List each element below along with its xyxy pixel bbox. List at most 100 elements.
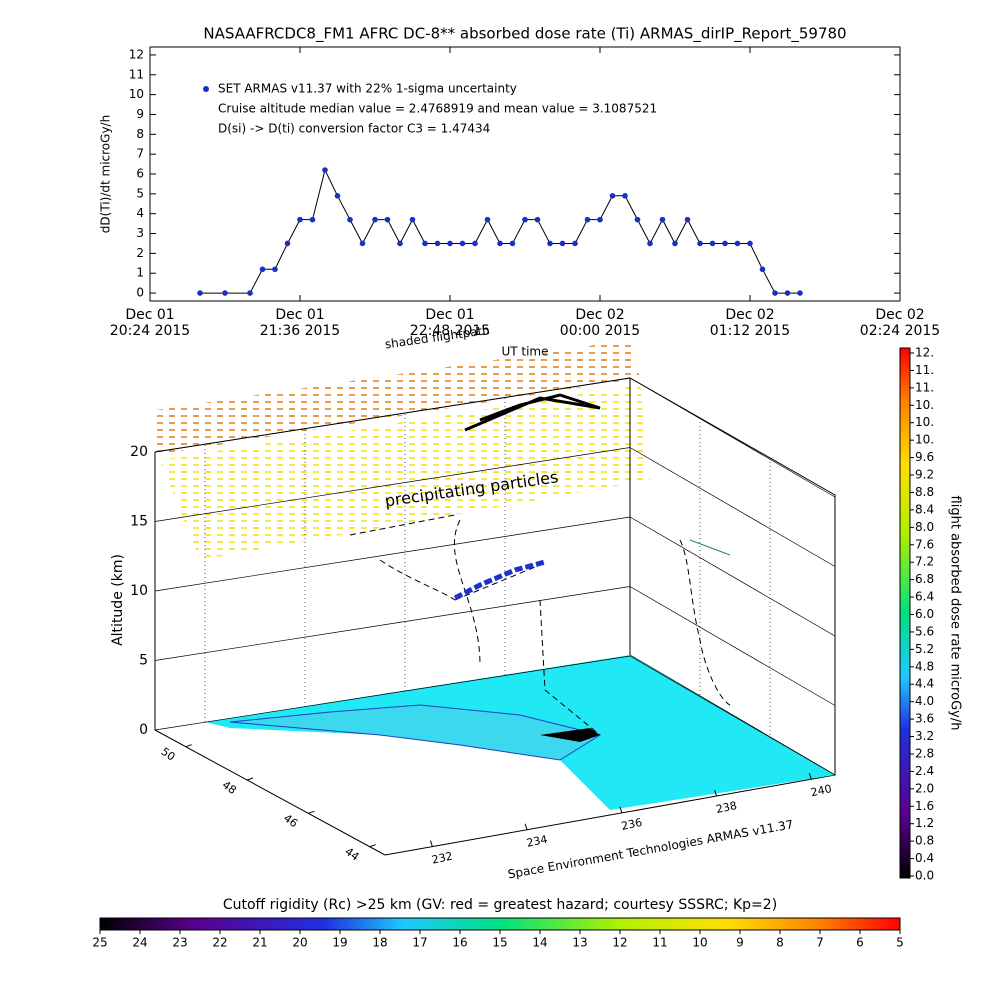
lat-tick <box>308 810 315 814</box>
colorbar-tick-label: 23 <box>172 936 187 950</box>
dose-colorbar-label: flight absorbed dose rate microGy/h <box>948 496 963 731</box>
z-grid <box>629 377 836 498</box>
y-tick-label: 8 <box>136 127 144 141</box>
annotation: D(si) -> D(ti) conversion factor C3 = 1.… <box>218 122 490 136</box>
data-point <box>647 240 653 247</box>
data-point <box>409 216 416 223</box>
data-point <box>472 240 478 247</box>
z-grid <box>629 655 836 776</box>
lat-tick-label: 46 <box>281 812 300 831</box>
y-tick-label: 6 <box>136 167 144 181</box>
colorbar-tick-label: 8.4 <box>915 502 934 516</box>
data-point <box>247 290 253 296</box>
y-tick-label: 11 <box>129 67 144 81</box>
annotation: Cruise altitude median value = 2.4768919… <box>218 102 657 116</box>
data-point <box>372 216 378 223</box>
colorbar-tick-label: 6.8 <box>915 572 934 586</box>
flightpath-side <box>679 539 731 706</box>
z-grid <box>154 655 631 731</box>
data-point <box>284 240 291 247</box>
y-axis-label: dD(Ti)/dt microGy/h <box>99 115 113 233</box>
data-point <box>709 240 716 247</box>
z-grid <box>154 377 631 453</box>
z-grid <box>154 516 631 592</box>
colorbar-tick-label: 24 <box>132 936 147 950</box>
data-point <box>772 290 778 296</box>
colorbar-tick-label: 5 <box>896 936 904 950</box>
chart-title: NASAAFRCDC8_FM1 AFRC DC-8** absorbed dos… <box>203 25 846 44</box>
colorbar-tick-label: 16 <box>452 936 467 950</box>
particles-low <box>160 385 650 560</box>
data-point <box>397 240 403 247</box>
scene-3d <box>154 340 836 856</box>
z-grid <box>154 586 631 661</box>
x-tick-label: Dec 02 01:12 2015 <box>710 307 790 339</box>
y-tick-label: 3 <box>136 226 144 240</box>
z-grid <box>629 447 836 567</box>
colorbar-tick-label: 12 <box>612 936 627 950</box>
z-grid <box>629 516 836 637</box>
x-tick-label: Dec 02 00:00 2015 <box>560 307 640 339</box>
colorbar-tick-label: 10. <box>915 398 934 412</box>
colorbar-tick-label: 0.0 <box>915 869 934 883</box>
data-point <box>672 240 678 247</box>
lon-tick-label: 236 <box>620 816 643 833</box>
lat-tick <box>185 744 192 748</box>
lon-tick <box>524 823 528 830</box>
z-tick-label: 0 <box>139 722 148 738</box>
data-point <box>322 167 328 173</box>
z-tick-label: 20 <box>130 444 148 460</box>
colorbar-tick-label: 8 <box>776 936 784 950</box>
z-tick-label: 5 <box>139 653 148 669</box>
data-point <box>634 216 641 223</box>
data-point <box>697 240 703 247</box>
y-tick-label: 12 <box>129 47 144 61</box>
colorbar-tick-label: 1.6 <box>915 799 934 813</box>
z-tick-label: 10 <box>130 583 148 599</box>
data-point <box>297 216 303 223</box>
rigidity-colorbar-label: Cutoff rigidity (Rc) >25 km (GV: red = g… <box>223 897 777 913</box>
z-grid <box>629 586 836 706</box>
data-point <box>447 240 453 247</box>
colorbar-tick-label: 4.4 <box>915 677 934 691</box>
data-point <box>759 266 766 273</box>
particles-high <box>155 340 640 455</box>
colorbar-tick-label: 9 <box>736 936 744 950</box>
vertical-grid <box>204 398 771 735</box>
lat-tick <box>246 777 254 781</box>
data-point <box>509 240 516 247</box>
colorbar-tick-label: 6.4 <box>915 590 934 604</box>
colorbar-tick-label: 20 <box>292 936 307 950</box>
lat-tick-label: 48 <box>220 778 239 797</box>
colorbar-tick-label: 11 <box>652 936 667 950</box>
y-tick-label: 7 <box>136 147 144 161</box>
data-point <box>559 240 566 247</box>
data-point <box>197 290 203 296</box>
colorbar-tick-label: 18 <box>372 936 387 950</box>
colorbar-tick-label: 25 <box>92 936 107 950</box>
lon-tick <box>808 773 812 780</box>
y-tick-label: 5 <box>136 186 144 200</box>
colorbar-tick-label: 3.2 <box>915 729 934 743</box>
colorbar-tick-label: 7.6 <box>915 537 934 551</box>
lat-axis <box>154 729 386 856</box>
colorbar-tick-label: 6 <box>856 936 864 950</box>
data-point <box>722 240 728 247</box>
z-grid <box>154 447 631 522</box>
data-point <box>384 216 391 223</box>
y-tick-label: 0 <box>136 286 144 300</box>
city <box>540 728 600 742</box>
data-point <box>572 240 578 247</box>
data-point <box>522 216 528 223</box>
data-point <box>422 240 428 247</box>
colorbar-tick-label: 4.0 <box>915 694 934 708</box>
lon-tick-label: 232 <box>431 850 454 867</box>
colorbar-tick-label: 0.8 <box>915 834 934 848</box>
x-tick-label: Dec 02 02:24 2015 <box>860 307 940 339</box>
y-tick-label: 10 <box>129 87 144 101</box>
legend-label: SET ARMAS v11.37 with 22% 1-sigma uncert… <box>218 82 517 96</box>
rigidity-colorbar <box>99 917 901 931</box>
colorbar-tick-label: 4.8 <box>915 659 934 673</box>
colorbar-tick-label: 11. <box>915 363 934 377</box>
